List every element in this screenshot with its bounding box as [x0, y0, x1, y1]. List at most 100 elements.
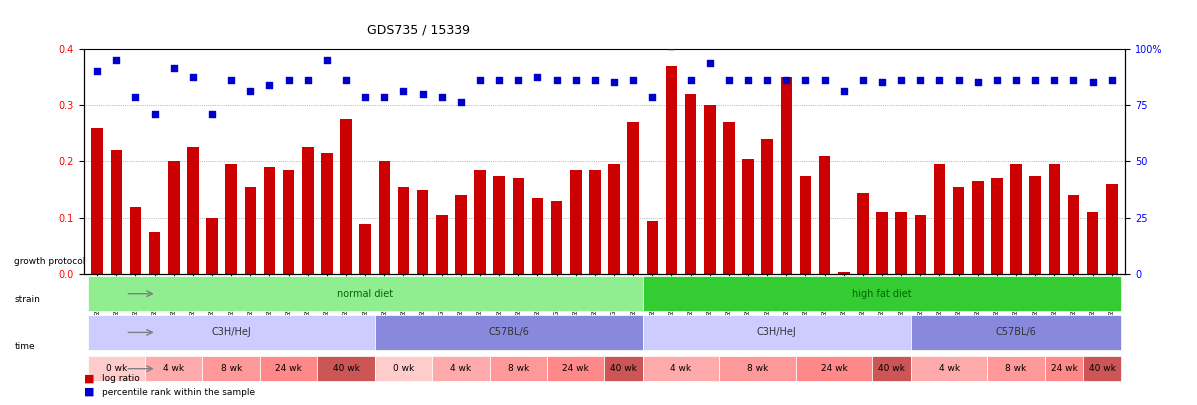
Bar [742, 159, 754, 274]
Text: strain: strain [14, 295, 41, 304]
FancyBboxPatch shape [1045, 356, 1083, 381]
Bar [474, 170, 486, 274]
Bar [531, 198, 543, 274]
Text: 0 wk: 0 wk [393, 364, 414, 373]
Point [164, 65, 183, 72]
FancyBboxPatch shape [317, 356, 375, 381]
Bar [244, 187, 256, 274]
FancyBboxPatch shape [87, 276, 643, 311]
Bar [148, 232, 160, 274]
Bar [589, 170, 601, 274]
Bar [129, 207, 141, 274]
Point [298, 77, 317, 83]
Point [643, 93, 662, 100]
Point [451, 99, 470, 105]
Point [241, 88, 260, 94]
Text: 24 wk: 24 wk [275, 364, 302, 373]
Bar [436, 215, 448, 274]
Bar [895, 212, 907, 274]
Point [317, 57, 336, 63]
Text: 8 wk: 8 wk [1005, 364, 1027, 373]
FancyBboxPatch shape [1083, 356, 1122, 381]
FancyBboxPatch shape [643, 276, 1122, 311]
Point [202, 110, 221, 117]
Bar [1029, 176, 1041, 274]
Bar [627, 122, 639, 274]
Text: log ratio: log ratio [102, 374, 140, 383]
Text: percentile rank within the sample: percentile rank within the sample [102, 388, 255, 396]
Bar [206, 218, 218, 274]
Bar [1106, 184, 1118, 274]
Bar [378, 162, 390, 274]
Point [490, 77, 509, 83]
Bar [397, 187, 409, 274]
FancyBboxPatch shape [375, 315, 643, 350]
Text: 24 wk: 24 wk [821, 364, 847, 373]
Text: C3H/HeJ: C3H/HeJ [212, 327, 251, 337]
Text: 4 wk: 4 wk [450, 364, 472, 373]
Text: 8 wk: 8 wk [220, 364, 242, 373]
Text: 4 wk: 4 wk [670, 364, 692, 373]
Bar [1010, 164, 1022, 274]
Text: C3H/HeJ: C3H/HeJ [757, 327, 797, 337]
Bar [225, 164, 237, 274]
Bar [570, 170, 582, 274]
Bar [857, 192, 869, 274]
Bar [91, 128, 103, 274]
Bar [321, 153, 333, 274]
Point [911, 77, 930, 83]
Text: 40 wk: 40 wk [879, 364, 905, 373]
Point [1083, 79, 1102, 86]
FancyBboxPatch shape [604, 356, 643, 381]
Bar [780, 77, 792, 274]
Bar [838, 271, 850, 274]
Point [528, 74, 547, 80]
Bar [800, 176, 812, 274]
Bar [915, 215, 926, 274]
Bar [685, 94, 697, 274]
Text: C57BL/6: C57BL/6 [996, 327, 1037, 337]
FancyBboxPatch shape [145, 356, 202, 381]
FancyBboxPatch shape [911, 315, 1122, 350]
Point [413, 90, 432, 97]
Bar [991, 179, 1003, 274]
Point [853, 77, 873, 83]
Point [949, 77, 968, 83]
Point [968, 79, 988, 86]
Text: growth protocol: growth protocol [14, 257, 86, 266]
Text: 24 wk: 24 wk [1051, 364, 1077, 373]
Point [758, 77, 777, 83]
FancyBboxPatch shape [432, 356, 490, 381]
Point [930, 77, 949, 83]
Bar [666, 66, 678, 274]
Point [87, 68, 107, 75]
FancyBboxPatch shape [911, 356, 988, 381]
Bar [1087, 212, 1099, 274]
Point [260, 82, 279, 89]
Text: normal diet: normal diet [338, 289, 394, 299]
FancyBboxPatch shape [490, 356, 547, 381]
Bar [187, 147, 199, 274]
Bar [972, 181, 984, 274]
Bar [455, 195, 467, 274]
Text: 40 wk: 40 wk [1089, 364, 1116, 373]
Text: GDS735 / 15339: GDS735 / 15339 [367, 23, 470, 36]
Bar [953, 187, 965, 274]
FancyBboxPatch shape [643, 356, 719, 381]
Point [662, 43, 681, 49]
FancyBboxPatch shape [873, 356, 911, 381]
Text: 24 wk: 24 wk [563, 364, 589, 373]
Text: ■: ■ [84, 374, 95, 384]
FancyBboxPatch shape [87, 315, 375, 350]
Bar [417, 190, 429, 274]
Point [624, 77, 643, 83]
Bar [168, 162, 180, 274]
FancyBboxPatch shape [719, 356, 796, 381]
Point [336, 77, 356, 83]
Point [739, 77, 758, 83]
Bar [876, 212, 888, 274]
Point [470, 77, 490, 83]
Text: 4 wk: 4 wk [163, 364, 184, 373]
Bar [302, 147, 314, 274]
Point [681, 77, 700, 83]
